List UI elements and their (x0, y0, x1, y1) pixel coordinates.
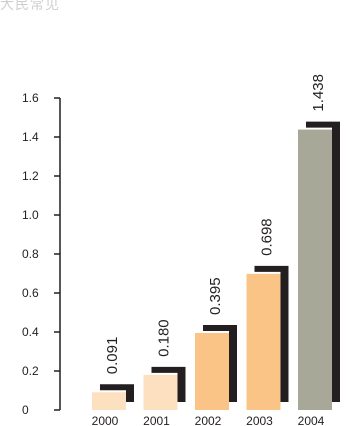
x-tick-label: 2002 (195, 414, 222, 426)
y-tick-label: 1.4 (22, 130, 39, 144)
y-tick-label: 0.2 (22, 364, 39, 378)
bar-value-label: 0.395 (207, 277, 224, 315)
bar-value-label: 0.091 (104, 337, 121, 375)
x-tick-label: 2003 (246, 414, 273, 426)
bar (143, 374, 178, 410)
bar-shadow (100, 384, 134, 402)
x-tick-label: 2001 (143, 414, 170, 426)
x-tick-label: 2004 (298, 414, 325, 426)
bar (298, 129, 332, 410)
bar (195, 332, 229, 410)
bar-shadow (254, 265, 289, 402)
bar-value-label: 0.180 (156, 319, 173, 357)
x-tick-label: 2000 (92, 414, 119, 426)
y-tick-label: 0.8 (22, 247, 39, 261)
y-tick-label: 1.0 (22, 208, 39, 222)
bar-value-label: 1.438 (310, 74, 327, 112)
bar-shadow (306, 121, 340, 402)
bar-shadow (151, 366, 186, 402)
y-tick-label: 0 (22, 403, 29, 417)
y-tick-label: 1.2 (22, 169, 39, 183)
y-tick-label: 0.4 (22, 325, 39, 339)
bar (92, 392, 126, 410)
bar (246, 273, 281, 410)
y-tick-label: 1.6 (22, 91, 39, 105)
bar-shadow (203, 324, 237, 402)
chart-heading: 大民常见 (0, 0, 60, 13)
bar-value-label: 0.698 (259, 218, 276, 256)
y-tick-label: 0.6 (22, 286, 39, 300)
